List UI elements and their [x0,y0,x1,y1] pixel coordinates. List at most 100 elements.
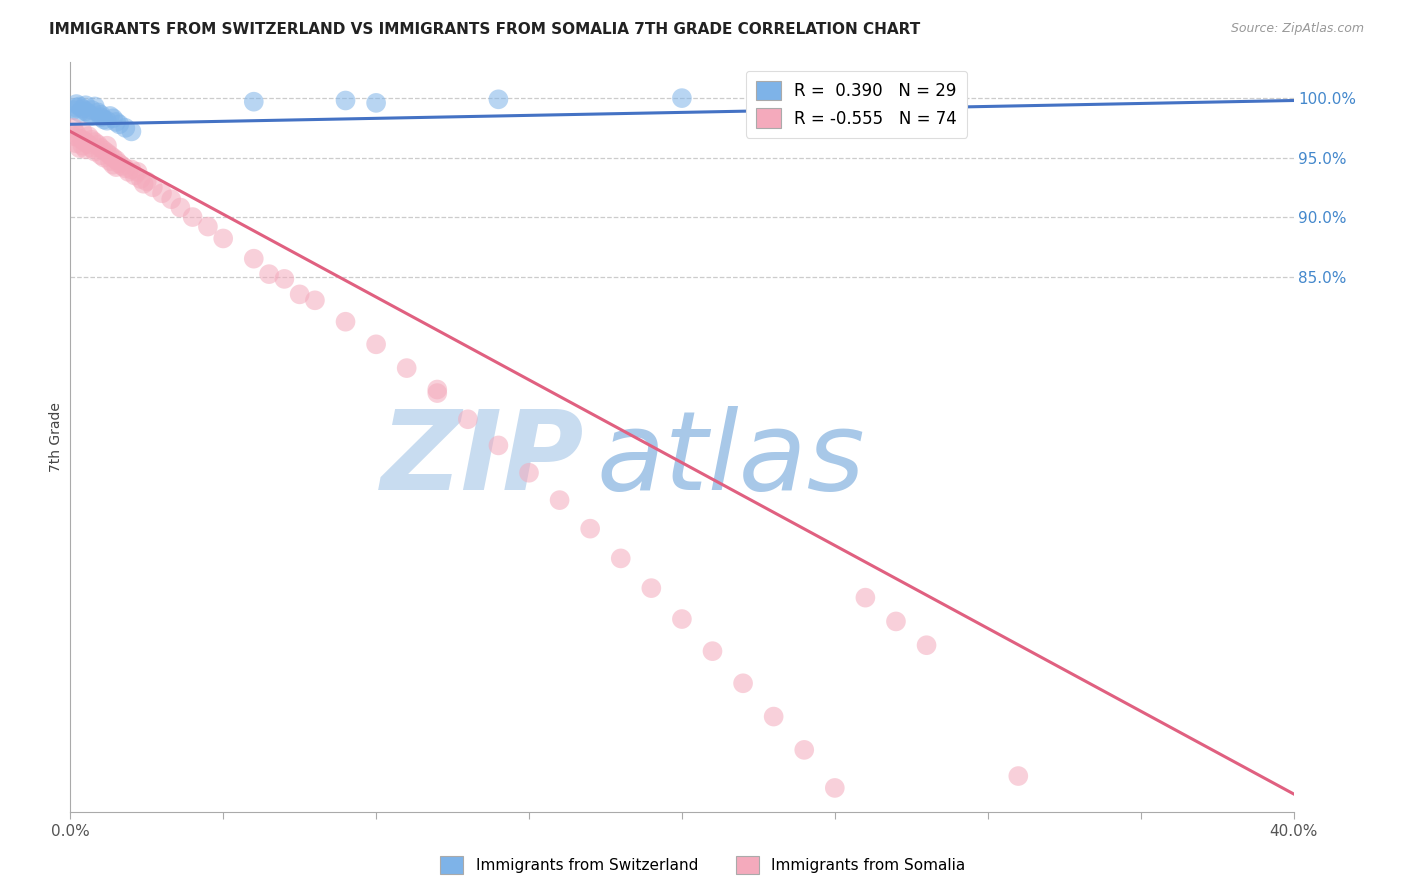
Point [90,148,112,162]
Point [75,135,97,149]
Point [93,112,115,127]
Point [90,110,112,124]
Point [105,115,128,129]
Point [114,161,136,176]
Point [117,165,139,179]
Point [114,120,136,135]
Point [426,386,449,401]
Point [72,124,94,138]
Point [105,153,128,167]
Legend: Immigrants from Switzerland, Immigrants from Somalia: Immigrants from Switzerland, Immigrants … [434,850,972,880]
Point [366,95,388,110]
Point [62,103,84,117]
Point [335,315,357,329]
Point [160,192,183,206]
Point [517,466,540,480]
Point [142,180,165,194]
Point [257,267,280,281]
Text: ZIP: ZIP [381,406,583,513]
Point [87,105,110,120]
Point [80,103,103,117]
Point [640,581,662,595]
Point [915,638,938,652]
Legend: R =  0.390   N = 29, R = -0.555   N = 74: R = 0.390 N = 29, R = -0.555 N = 74 [747,70,967,137]
Point [65,101,87,115]
Point [62,129,84,144]
Point [75,104,97,119]
Point [488,92,510,106]
Point [150,186,173,201]
Point [101,151,124,165]
Point [212,231,235,245]
Point [83,135,105,149]
Point [181,210,204,224]
Point [762,709,785,723]
Point [69,99,91,113]
Point [101,112,124,126]
Point [105,160,128,174]
Point [124,169,146,183]
Point [488,438,510,452]
Point [884,92,907,106]
Point [197,219,219,234]
Point [65,127,87,141]
Point [129,172,152,186]
Point [457,412,479,426]
Point [72,102,94,116]
Point [335,94,357,108]
Point [69,131,91,145]
Y-axis label: 7th Grade: 7th Grade [49,402,63,472]
Point [702,644,724,658]
Point [855,591,877,605]
Point [108,156,131,170]
Point [72,133,94,147]
Point [90,141,112,155]
Point [243,95,266,109]
Point [793,743,815,757]
Point [96,145,118,160]
Point [304,293,326,308]
Point [132,177,155,191]
Point [83,145,105,159]
Point [671,91,693,105]
Point [101,158,124,172]
Point [579,522,602,536]
Point [75,142,97,156]
Point [98,154,121,169]
Point [80,133,103,147]
Point [1007,769,1029,783]
Point [83,99,105,113]
Point [243,252,266,266]
Point [62,120,84,135]
Point [72,138,94,153]
Point [671,612,693,626]
Point [65,136,87,151]
Point [65,97,87,112]
Point [69,105,91,120]
Point [96,113,118,128]
Point [127,165,149,179]
Point [93,144,115,158]
Point [69,141,91,155]
Point [87,137,110,152]
Point [169,201,191,215]
Point [548,493,571,508]
Point [75,98,97,112]
Point [426,383,449,397]
Point [93,151,115,165]
Text: Source: ZipAtlas.com: Source: ZipAtlas.com [1230,22,1364,36]
Point [824,780,846,795]
Point [77,137,100,152]
Point [77,129,100,144]
Text: atlas: atlas [596,406,865,513]
Point [80,141,103,155]
Point [395,361,418,376]
Point [273,272,295,286]
Point [108,117,131,131]
Point [80,109,103,123]
Point [111,159,134,173]
Point [90,108,112,122]
Point [121,124,143,138]
Point [77,106,100,120]
Point [135,174,157,188]
